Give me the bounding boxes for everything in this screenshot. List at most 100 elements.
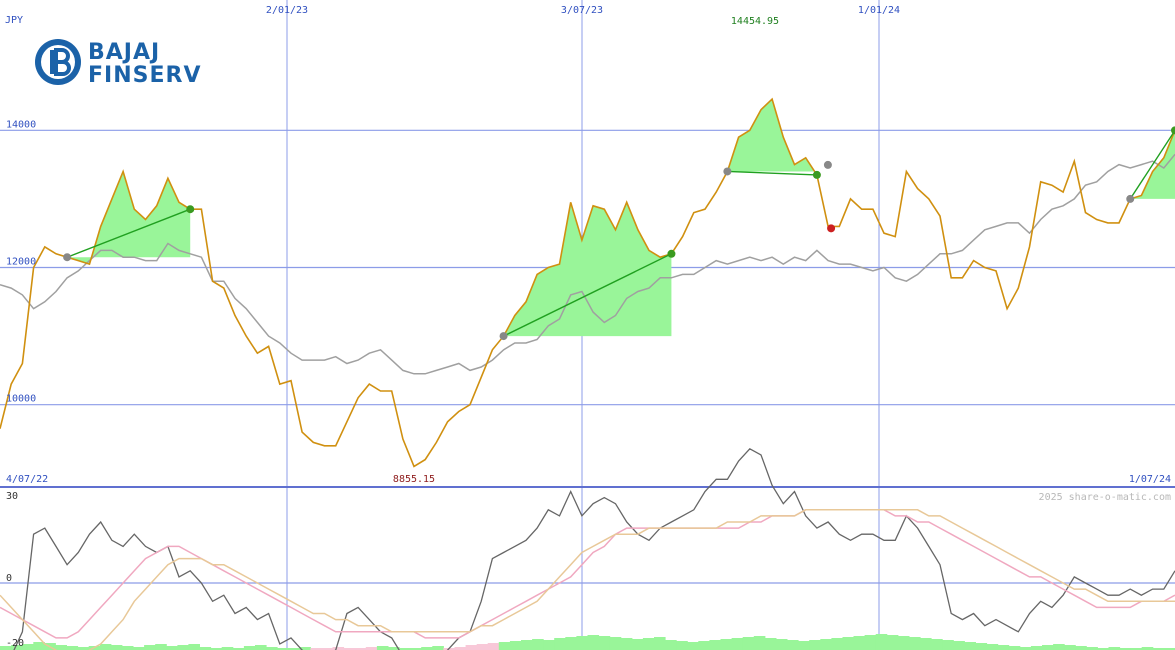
volume-bar xyxy=(133,647,145,650)
volume-bar xyxy=(609,637,622,650)
volume-bar xyxy=(1152,648,1165,650)
price-line xyxy=(0,97,1175,468)
volume-bar xyxy=(620,638,633,650)
volume-bar xyxy=(709,640,721,650)
volume-bar xyxy=(1075,646,1087,650)
volume-bar xyxy=(720,639,733,650)
volume-bar xyxy=(410,648,422,650)
start-date-label: 4/07/22 xyxy=(6,474,48,485)
y-tick-label: 14000 xyxy=(6,119,36,130)
volume-bar xyxy=(465,645,478,650)
volume-bar xyxy=(299,647,311,650)
trade-markers xyxy=(63,126,1175,341)
volume-bar xyxy=(243,646,256,650)
volume-bar xyxy=(77,647,90,650)
trend-line xyxy=(727,170,817,176)
volume-bar xyxy=(875,634,888,650)
x-tick-label: 2/01/23 xyxy=(266,5,308,16)
volume-bar xyxy=(1042,645,1054,650)
osc-tick-label: -20 xyxy=(6,638,24,649)
volume-bar xyxy=(654,637,666,650)
volume-bar xyxy=(432,646,444,650)
gain-area xyxy=(503,202,672,337)
volume-bar xyxy=(1030,646,1043,650)
volume-bar xyxy=(199,647,212,650)
y-tick-labels: 14000 12000 10000 30 0 -20 xyxy=(6,119,36,649)
volume-bar xyxy=(1019,647,1032,650)
oscillator-signal-tan xyxy=(0,509,1175,650)
volume-bar xyxy=(321,648,334,650)
volume-bar xyxy=(864,635,877,650)
volume-bar xyxy=(687,642,699,650)
volume-bar xyxy=(642,638,655,650)
volume-bar xyxy=(532,639,544,650)
exit-marker xyxy=(812,170,821,179)
exit-marker xyxy=(186,205,195,214)
volume-bar xyxy=(543,640,555,650)
volume-bar xyxy=(676,641,688,650)
volume-bar xyxy=(55,645,67,650)
volume-bar xyxy=(598,636,611,650)
volume-bar xyxy=(288,648,300,650)
trend-line xyxy=(1129,129,1175,200)
volume-bar xyxy=(1053,644,1065,650)
volume-bar xyxy=(997,645,1010,650)
volume-bar xyxy=(1086,647,1098,650)
volume-bar xyxy=(121,646,134,650)
volume-bar xyxy=(809,640,821,650)
volume-bar xyxy=(565,637,577,650)
stop-marker xyxy=(827,224,836,233)
trend-line xyxy=(66,208,191,258)
volume-bar xyxy=(1097,648,1109,650)
entry-marker xyxy=(499,332,508,341)
gain-area xyxy=(67,171,191,265)
volume-bar xyxy=(953,641,965,650)
volume-bar xyxy=(376,646,389,650)
volume-bar xyxy=(1163,648,1175,650)
volume-bar xyxy=(909,637,921,650)
volume-bar xyxy=(454,647,467,650)
trend-lines xyxy=(66,129,1175,337)
entry-marker xyxy=(823,160,832,169)
oscillator-signal-pink xyxy=(0,509,1175,639)
volume-bar xyxy=(975,643,988,650)
osc-tick-label: 30 xyxy=(6,491,18,502)
volume-bar xyxy=(266,647,278,650)
volume-bar xyxy=(764,638,777,650)
volume-bar xyxy=(476,644,489,650)
end-date-label: 1/07/24 xyxy=(1129,474,1171,485)
entry-marker xyxy=(63,253,72,262)
volume-bar xyxy=(1141,647,1154,650)
volume-bar xyxy=(210,648,223,650)
volume-bar xyxy=(310,648,322,650)
x-tick-label: 3/07/23 xyxy=(561,5,603,16)
volume-bar xyxy=(631,639,644,650)
volume-bar xyxy=(354,648,367,650)
volume-bar xyxy=(897,636,910,650)
volume-bar xyxy=(753,636,766,650)
brand-name-line1: BAJAJ xyxy=(88,40,160,65)
volume-bar xyxy=(587,635,600,650)
volume-bar xyxy=(155,644,167,650)
volume-bar xyxy=(177,645,189,650)
volume-bar xyxy=(942,640,954,650)
volume-bar xyxy=(22,644,34,650)
volume-bar xyxy=(1130,648,1143,650)
volume-bar xyxy=(0,646,12,650)
volume-bar xyxy=(277,648,289,650)
exit-marker xyxy=(667,249,676,258)
volume-bar xyxy=(221,647,234,650)
volume-bar xyxy=(33,642,45,650)
entry-marker xyxy=(723,167,732,176)
volume-bar xyxy=(399,648,411,650)
volume-bar xyxy=(964,642,976,650)
trend-line xyxy=(503,253,672,337)
volume-bar xyxy=(775,639,788,650)
volume-bar xyxy=(820,639,832,650)
volume-bar xyxy=(421,647,433,650)
volume-bar xyxy=(388,647,400,650)
x-tick-label: 1/01/24 xyxy=(858,5,900,16)
high-label: 14454.95 xyxy=(731,16,779,27)
low-label: 8855.15 xyxy=(393,474,435,485)
